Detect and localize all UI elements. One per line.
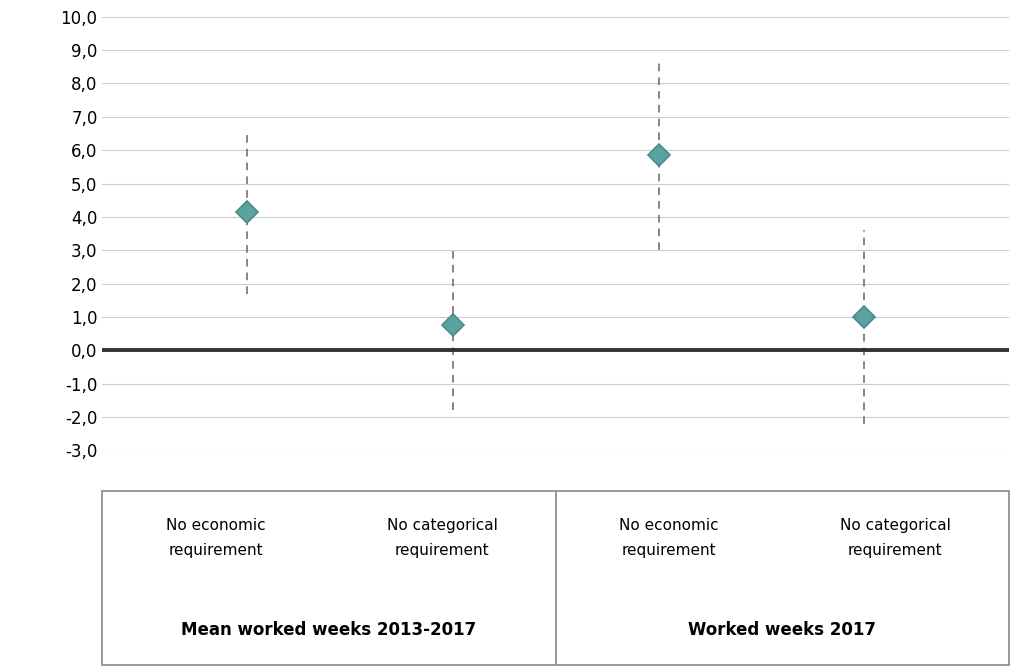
Text: No economic
requirement: No economic requirement: [618, 518, 719, 558]
Text: Worked weeks 2017: Worked weeks 2017: [688, 622, 877, 639]
Text: No economic
requirement: No economic requirement: [166, 518, 265, 558]
Text: No categorical
requirement: No categorical requirement: [840, 518, 951, 558]
Text: Mean worked weeks 2013-2017: Mean worked weeks 2013-2017: [181, 622, 476, 639]
Text: No categorical
requirement: No categorical requirement: [387, 518, 498, 558]
